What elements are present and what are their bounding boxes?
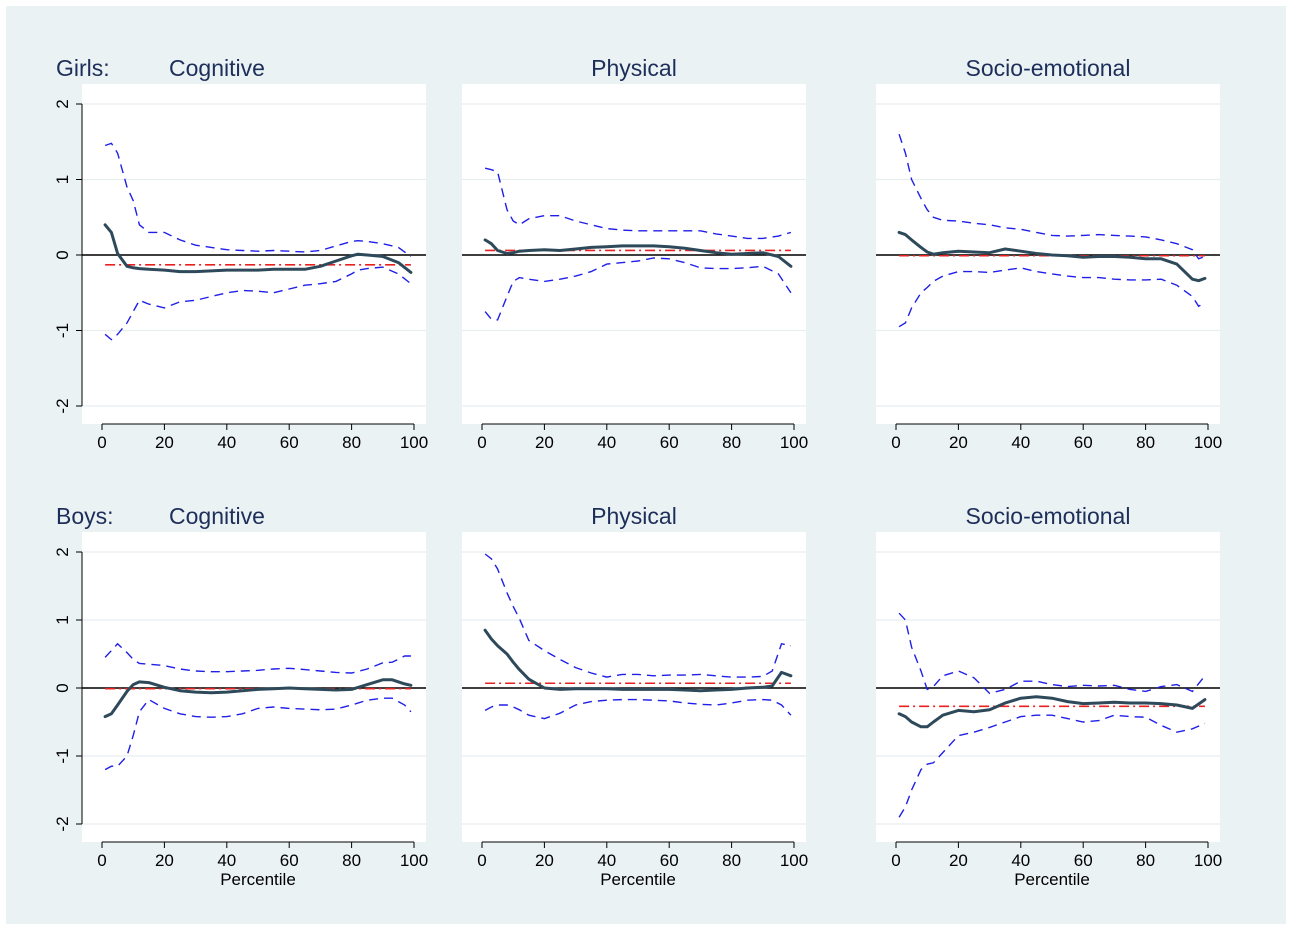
estimate-line-6 [897, 695, 1207, 729]
panel-title: Cognitive [169, 55, 265, 81]
plot-area-4 [82, 532, 426, 842]
x-tick-label: 100 [780, 433, 808, 452]
x-tick-label: 100 [780, 851, 808, 870]
x-tick-label: 100 [1194, 433, 1222, 452]
ci-lower-line-4 [104, 697, 412, 771]
y-tick-label: -2 [53, 816, 72, 831]
x-tick-label: 40 [597, 433, 616, 452]
x-tick-label: 60 [280, 433, 299, 452]
x-tick-label: 20 [949, 851, 968, 870]
x-tick-label: 0 [891, 433, 900, 452]
x-tick-label: 60 [660, 433, 679, 452]
y-tick-label: 0 [53, 250, 72, 259]
x-tick-label: 40 [217, 433, 236, 452]
y-tick-label: 2 [53, 99, 72, 108]
x-axis-label: Percentile [1014, 870, 1090, 889]
estimate-line-1 [103, 223, 413, 274]
x-tick-label: 80 [1136, 851, 1155, 870]
y-tick-label: -2 [53, 398, 72, 413]
x-tick-label: 40 [217, 851, 236, 870]
top-strip [0, 0, 1292, 6]
x-tick-label: 20 [155, 851, 174, 870]
x-tick-label: 0 [477, 433, 486, 452]
y-tick-label: -1 [53, 748, 72, 763]
x-tick-label: 80 [342, 433, 361, 452]
x-tick-label: 40 [1011, 851, 1030, 870]
x-tick-label: 20 [949, 433, 968, 452]
x-tick-label: 60 [1074, 433, 1093, 452]
plot-area-1 [82, 84, 426, 424]
y-tick-label: 2 [53, 547, 72, 556]
x-tick-label: 0 [97, 851, 106, 870]
x-tick-label: 80 [722, 851, 741, 870]
x-tick-label: 100 [400, 851, 428, 870]
x-tick-label: 20 [535, 433, 554, 452]
estimate-line-2 [483, 238, 793, 268]
x-tick-label: 60 [1074, 851, 1093, 870]
y-tick-label: 1 [53, 175, 72, 184]
x-tick-label: 80 [1136, 433, 1155, 452]
x-tick-label: 40 [1011, 433, 1030, 452]
x-tick-label: 80 [342, 851, 361, 870]
x-tick-label: 60 [660, 851, 679, 870]
row-label: Boys: [56, 503, 114, 529]
x-tick-label: 20 [155, 433, 174, 452]
estimate-line-4 [103, 678, 413, 719]
ci-upper-line-2 [484, 167, 792, 240]
y-tick-label: 1 [53, 615, 72, 624]
panel-title: Physical [591, 503, 677, 529]
x-tick-label: 100 [1194, 851, 1222, 870]
ci-upper-line-6 [898, 612, 1206, 695]
figure-background: -2 -1 0 1 2 0 20 40 60 80 100 Girls: Cognitive 0 20 40 6… [6, 6, 1286, 924]
row-label: Girls: [56, 55, 110, 81]
x-axis-label: Percentile [600, 870, 676, 889]
panel-title: Cognitive [169, 503, 265, 529]
x-tick-label: 80 [722, 433, 741, 452]
panel-title: Socio-emotional [966, 503, 1131, 529]
x-tick-label: 0 [477, 851, 486, 870]
ci-upper-line-5 [484, 553, 792, 678]
ci-upper-line-3 [898, 133, 1206, 260]
ci-upper-line-1 [104, 142, 412, 258]
y-tick-label: 0 [53, 683, 72, 692]
panel-title: Physical [591, 55, 677, 81]
x-tick-label: 60 [280, 851, 299, 870]
estimate-line-5 [483, 628, 793, 693]
panel-title: Socio-emotional [966, 55, 1131, 81]
y-tick-label: -1 [53, 323, 72, 338]
x-tick-label: 0 [97, 433, 106, 452]
x-tick-label: 100 [400, 433, 428, 452]
plot-area-6 [876, 532, 1220, 842]
ci-lower-line-3 [898, 267, 1206, 328]
x-tick-label: 0 [891, 851, 900, 870]
x-tick-label: 20 [535, 851, 554, 870]
estimate-line-3 [897, 230, 1207, 283]
x-axis-label: Percentile [220, 870, 296, 889]
x-tick-label: 40 [597, 851, 616, 870]
ci-upper-line-4 [104, 642, 411, 674]
